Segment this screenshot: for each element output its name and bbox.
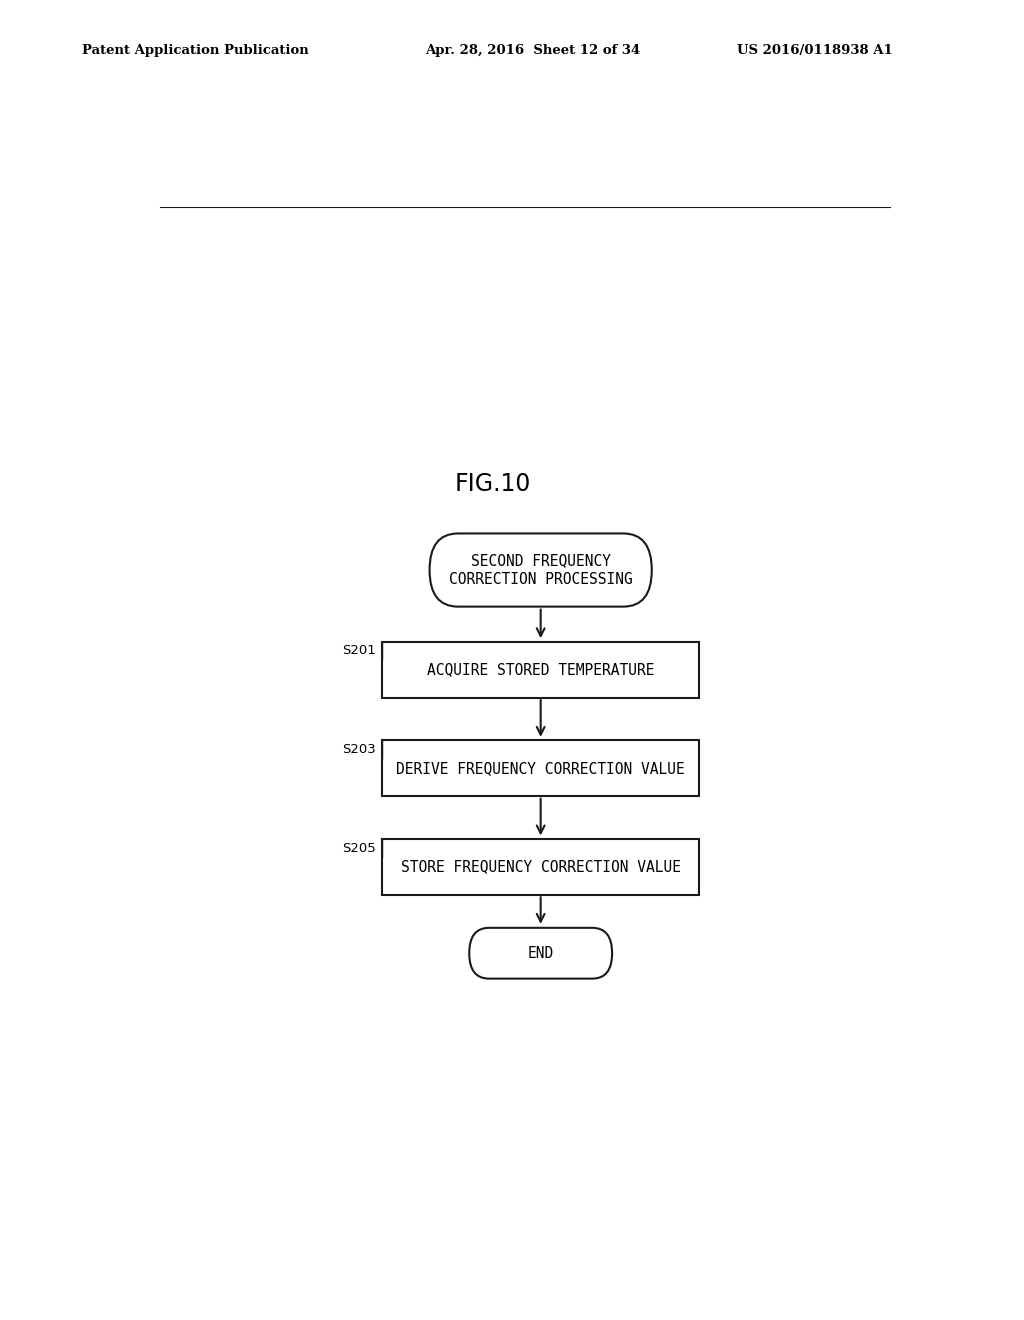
Text: S203: S203	[342, 743, 376, 756]
Text: Apr. 28, 2016  Sheet 12 of 34: Apr. 28, 2016 Sheet 12 of 34	[425, 44, 640, 57]
Text: S201: S201	[342, 644, 376, 657]
FancyBboxPatch shape	[430, 533, 652, 607]
Text: ACQUIRE STORED TEMPERATURE: ACQUIRE STORED TEMPERATURE	[427, 663, 654, 677]
Text: SECOND FREQUENCY
CORRECTION PROCESSING: SECOND FREQUENCY CORRECTION PROCESSING	[449, 553, 633, 587]
Text: Patent Application Publication: Patent Application Publication	[82, 44, 308, 57]
FancyBboxPatch shape	[469, 928, 612, 978]
Text: S205: S205	[342, 842, 376, 854]
Text: US 2016/0118938 A1: US 2016/0118938 A1	[737, 44, 893, 57]
Text: FIG.10: FIG.10	[455, 471, 531, 495]
Bar	[382, 642, 699, 697]
Bar	[382, 741, 699, 796]
Text: STORE FREQUENCY CORRECTION VALUE: STORE FREQUENCY CORRECTION VALUE	[400, 859, 681, 874]
Bar	[382, 840, 699, 895]
Text: DERIVE FREQUENCY CORRECTION VALUE: DERIVE FREQUENCY CORRECTION VALUE	[396, 760, 685, 776]
Text: END: END	[527, 945, 554, 961]
